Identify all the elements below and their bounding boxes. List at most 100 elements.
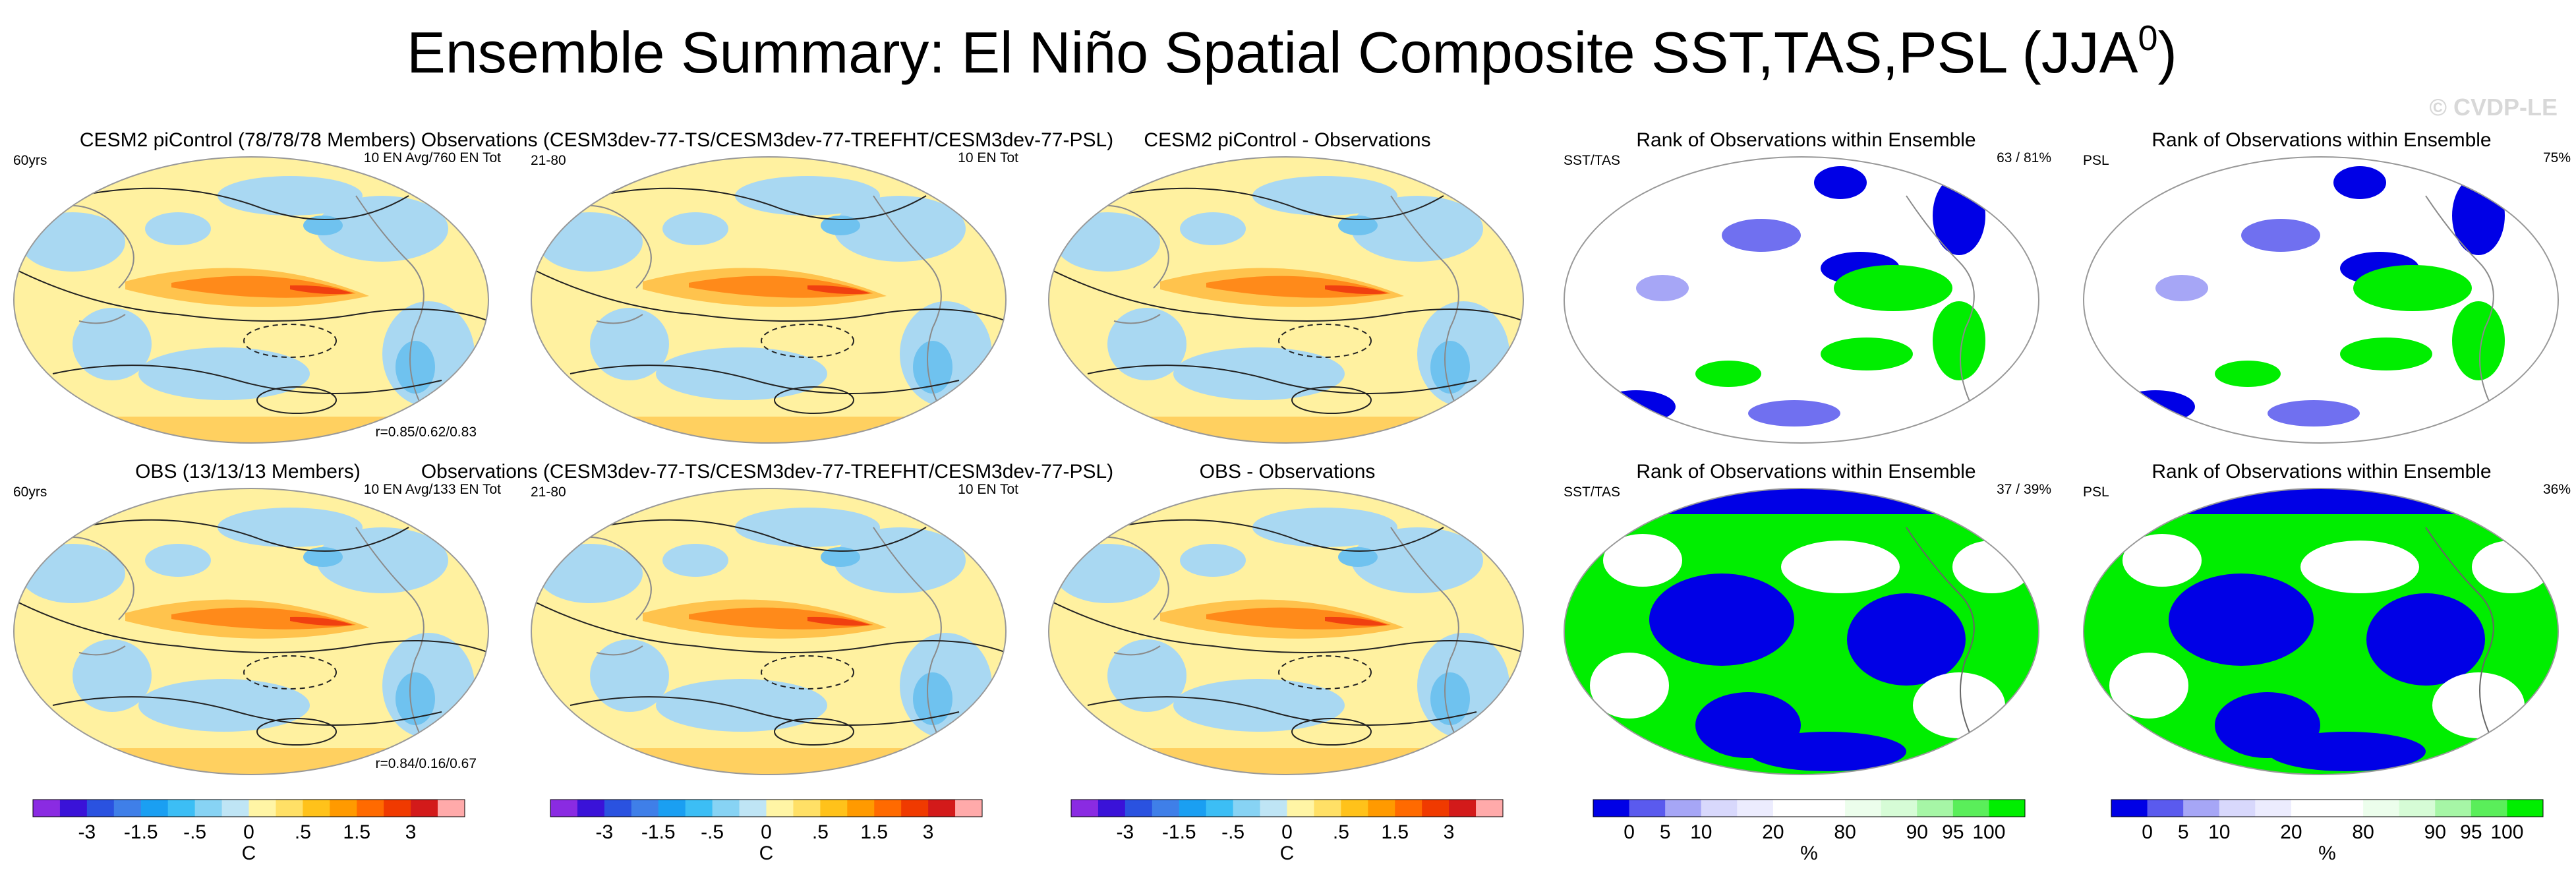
- colorbar-label: 0: [761, 821, 772, 843]
- colorbar-box: [2183, 800, 2220, 817]
- panel-left-label: 60yrs: [13, 153, 47, 168]
- colorbar-label: 10: [2208, 821, 2230, 843]
- colorbar-box: [1917, 800, 1954, 817]
- colorbar-box: [2435, 800, 2472, 817]
- colorbar-box: [1395, 800, 1422, 817]
- colorbar-label: 5: [2178, 821, 2189, 843]
- colorbar-label: 90: [2424, 821, 2446, 843]
- colorbar-box: [685, 800, 713, 817]
- title-main: Ensemble Summary: El Niño Spatial Compos…: [407, 20, 2138, 85]
- colorbar-unit: C: [759, 842, 774, 864]
- colorbar-box: [1809, 800, 1846, 817]
- colorbar-box: [631, 800, 659, 817]
- colorbar-frame: [32, 799, 465, 817]
- colorbar-box: [1233, 800, 1261, 817]
- colorbar-label: -1.5: [641, 821, 676, 843]
- colorbar-label: -.5: [1221, 821, 1244, 843]
- colorbar-box: [712, 800, 740, 817]
- colorbar-box: [1476, 800, 1504, 817]
- colorbar-label: 3: [405, 821, 417, 843]
- figure-title: Ensemble Summary: El Niño Spatial Compos…: [407, 18, 2177, 85]
- colorbar-box: [33, 800, 61, 817]
- colorbar-label: 80: [2352, 821, 2374, 843]
- panel-left-label: SST/TAS: [1564, 153, 1620, 168]
- colorbar-label: 0: [2142, 821, 2153, 843]
- panel-title: OBS (13/13/13 Members): [135, 461, 361, 483]
- colorbar-box: [86, 800, 115, 817]
- colorbar-box: [1952, 800, 1989, 817]
- colorbar-label: 0: [243, 821, 254, 843]
- colorbar-label: 1.5: [343, 821, 370, 843]
- panel-title: Observations (CESM3dev-77-TS/CESM3dev-77…: [421, 129, 1113, 151]
- colorbar-label: 80: [1834, 821, 1856, 843]
- rank-map: [2083, 488, 2559, 775]
- panel-title: OBS - Observations: [1200, 461, 1376, 483]
- panel-right-label: 10 EN Avg/133 EN Tot: [364, 482, 501, 497]
- colorbar-label: 0: [1281, 821, 1293, 843]
- title-superscript: 0: [2138, 18, 2157, 58]
- colorbar-box: [303, 800, 330, 817]
- panel-left-label: 21-80: [531, 485, 566, 500]
- colorbar-label: .5: [1333, 821, 1349, 843]
- colorbar-box: [1989, 800, 2026, 817]
- colorbar-box: [793, 800, 821, 817]
- colorbar-frame: [550, 799, 983, 817]
- colorbar-box: [2399, 800, 2436, 817]
- colorbar-box: [1341, 800, 1368, 817]
- panel-title: Rank of Observations within Ensemble: [1636, 129, 1976, 151]
- colorbar-box: [766, 800, 794, 817]
- colorbar-label: 3: [1444, 821, 1455, 843]
- panel-corner-label: r=0.85/0.62/0.83: [375, 425, 477, 440]
- colorbar-unit: %: [2318, 842, 2336, 864]
- colorbar-box: [2111, 800, 2148, 817]
- colorbar-box: [955, 800, 983, 817]
- colorbar-box: [140, 800, 169, 817]
- title-end: ): [2158, 20, 2177, 85]
- colorbar-box: [1845, 800, 1882, 817]
- colorbar-box: [1701, 800, 1738, 817]
- colorbar-frame: [1070, 799, 1504, 817]
- panel-right-label: 10 EN Tot: [958, 150, 1018, 165]
- colorbar-box: [874, 800, 902, 817]
- panel-right-label: 37 / 39%: [1997, 482, 2051, 497]
- panel-left-label: PSL: [2083, 153, 2109, 168]
- colorbar-box: [2363, 800, 2400, 817]
- panel-title: Rank of Observations within Ensemble: [2152, 461, 2491, 483]
- watermark: © CVDP-LE: [2429, 94, 2558, 121]
- colorbar-box: [739, 800, 767, 817]
- panel-right-label: 75%: [2543, 150, 2571, 165]
- colorbar-box: [276, 800, 303, 817]
- colorbar-box: [1287, 800, 1314, 817]
- colorbar-box: [113, 800, 142, 817]
- colorbar-box: [1449, 800, 1477, 817]
- colorbar-label: 5: [1660, 821, 1671, 843]
- colorbar-label: 20: [1762, 821, 1784, 843]
- colorbar-box: [59, 800, 88, 817]
- colorbar-box: [820, 800, 848, 817]
- colorbar-label: -3: [596, 821, 614, 843]
- panel-title: Rank of Observations within Ensemble: [2152, 129, 2491, 151]
- colorbar-box: [2255, 800, 2292, 817]
- colorbar-unit: %: [1800, 842, 1818, 864]
- colorbar-box: [1179, 800, 1207, 817]
- colorbar-box: [1125, 800, 1153, 817]
- colorbar-box: [2219, 800, 2256, 817]
- colorbar-box: [1368, 800, 1395, 817]
- colorbar-box: [249, 800, 276, 817]
- rank-map: [1564, 156, 2039, 444]
- colorbar-label: 90: [1906, 821, 1928, 843]
- panel-left-label: PSL: [2083, 485, 2109, 500]
- colorbar-box: [2327, 800, 2364, 817]
- colorbar-box: [1772, 800, 1809, 817]
- colorbar-label: -.5: [183, 821, 206, 843]
- colorbar-box: [577, 800, 605, 817]
- colorbar-label: 95: [2460, 821, 2482, 843]
- panel-right-label: 10 EN Tot: [958, 482, 1018, 497]
- colorbar-label: 100: [2490, 821, 2523, 843]
- colorbar-box: [1593, 800, 1630, 817]
- colorbar-frame: [2111, 799, 2544, 817]
- colorbar-box: [1071, 800, 1099, 817]
- colorbar-box: [1881, 800, 1917, 817]
- colorbar-box: [2507, 800, 2544, 817]
